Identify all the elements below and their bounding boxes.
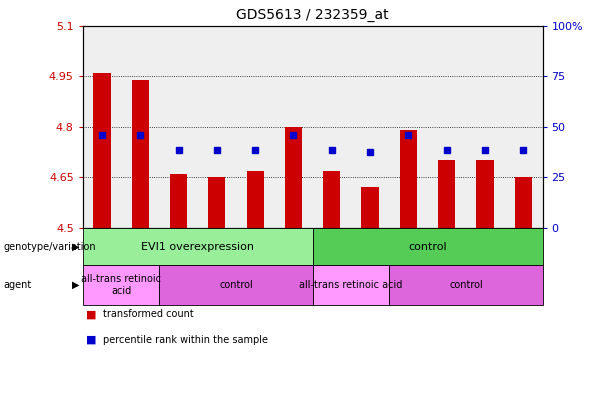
Bar [93,73,110,228]
Text: ▶: ▶ [72,242,80,252]
Bar [246,171,264,228]
Bar [197,26,236,228]
Bar [515,177,532,228]
Text: percentile rank within the sample: percentile rank within the sample [103,335,268,345]
Bar [504,26,543,228]
Bar [476,160,493,228]
Bar [121,26,159,228]
Bar [351,26,389,228]
Bar [275,26,313,228]
Text: control: control [449,280,483,290]
Bar [83,26,121,228]
Bar [466,26,504,228]
Bar [170,174,187,228]
Bar [285,127,302,228]
Bar [428,26,466,228]
Text: ■: ■ [86,309,96,320]
Text: ■: ■ [86,335,96,345]
Bar [323,171,340,228]
Bar [400,130,417,228]
Bar [159,26,197,228]
Text: all-trans retinoic
acid: all-trans retinoic acid [81,274,161,296]
Bar [313,26,351,228]
Text: all-trans retinoic acid: all-trans retinoic acid [299,280,403,290]
Title: GDS5613 / 232359_at: GDS5613 / 232359_at [237,8,389,22]
Text: transformed count: transformed count [103,309,194,320]
Bar [208,177,226,228]
Bar [132,79,149,228]
Bar [362,187,379,228]
Bar [389,26,428,228]
Text: EVI1 overexpression: EVI1 overexpression [141,242,254,252]
Bar [438,160,455,228]
Text: genotype/variation: genotype/variation [3,242,96,252]
Bar [236,26,275,228]
Text: agent: agent [3,280,31,290]
Text: control: control [219,280,253,290]
Text: control: control [408,242,447,252]
Text: ▶: ▶ [72,280,80,290]
